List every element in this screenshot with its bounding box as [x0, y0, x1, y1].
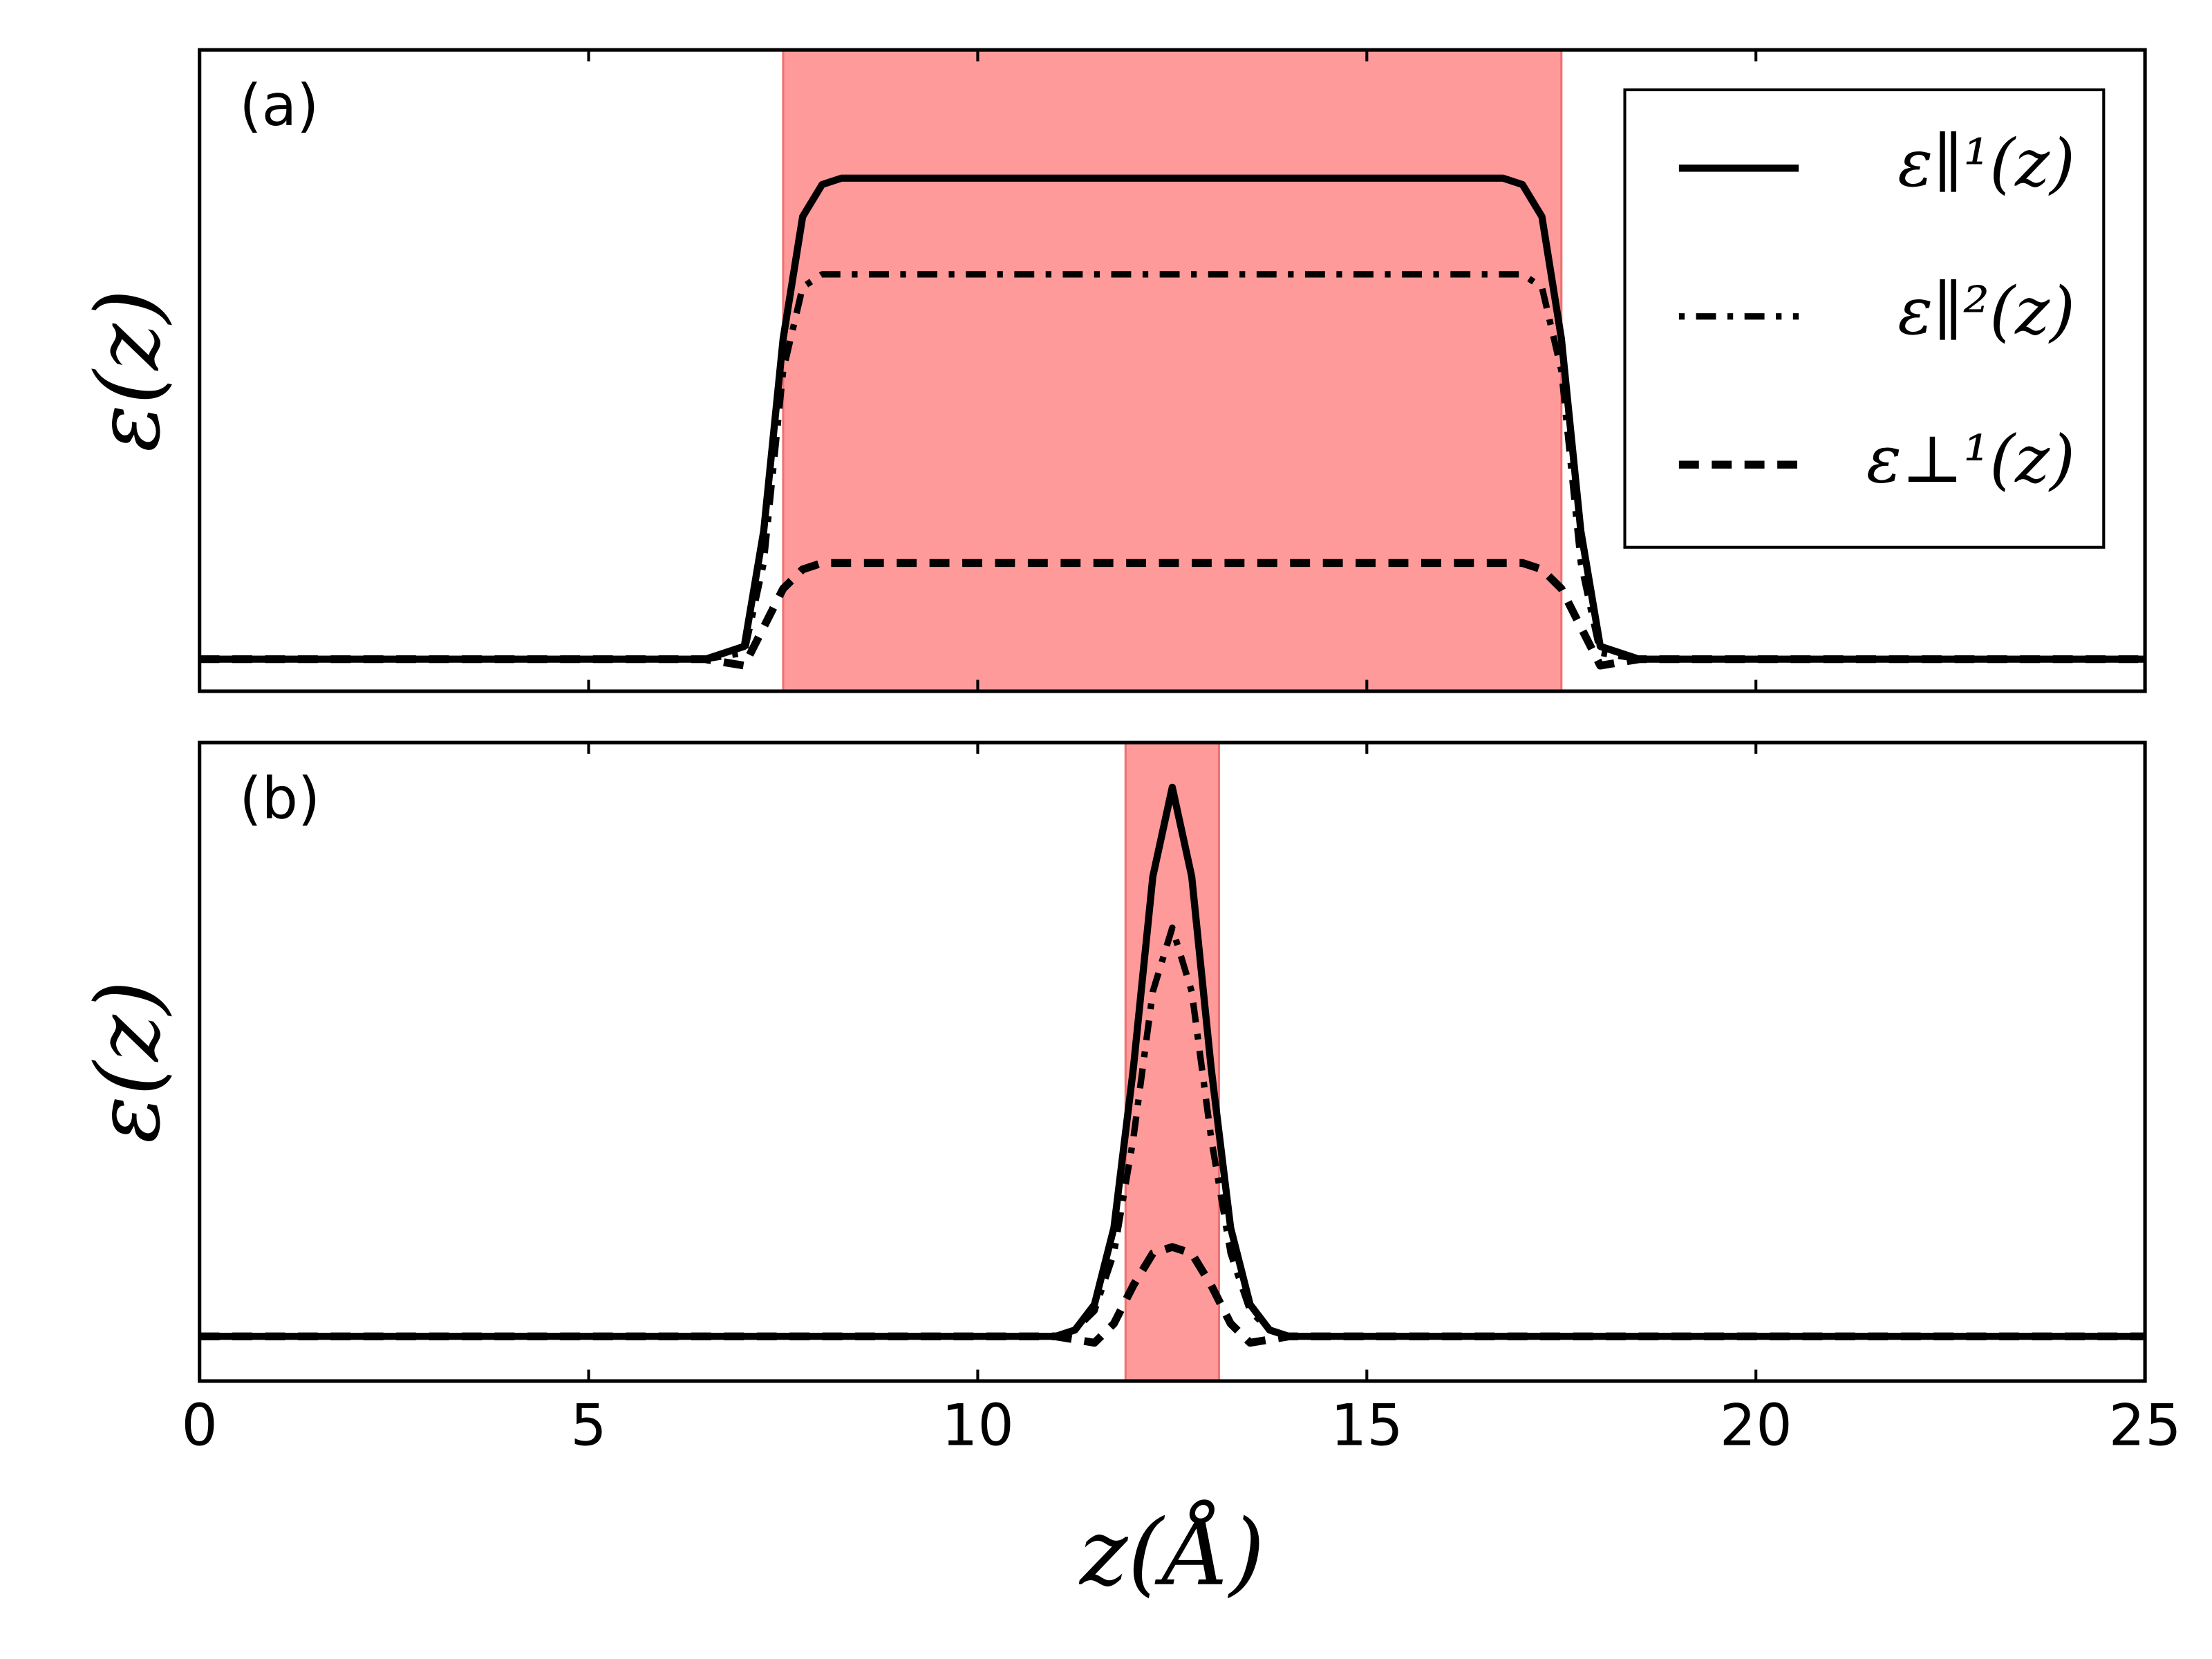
line-series — [199, 924, 2146, 1340]
panel-label: (b) — [239, 765, 320, 832]
line-series — [199, 271, 2146, 663]
line-series — [199, 559, 2146, 670]
shaded-region — [1124, 741, 1220, 1382]
x-tick-label: 10 — [941, 1392, 1014, 1459]
x-tick-label: 5 — [570, 1392, 606, 1459]
y-axis-label: ε(z) — [77, 289, 180, 452]
legend-label: ε∥²(z) — [1897, 274, 2075, 350]
y-axis-label: ε(z) — [77, 980, 180, 1143]
x-tick-label: 20 — [1720, 1392, 1792, 1459]
line-series — [199, 174, 2146, 663]
x-tick-label: 0 — [181, 1392, 217, 1459]
line-series — [199, 1243, 2146, 1347]
legend-label: ε∥¹(z) — [1897, 125, 2075, 201]
x-tick-label: 15 — [1331, 1392, 1403, 1459]
shaded-region — [782, 48, 1563, 693]
x-axis-label: z(Å) — [1078, 1500, 1265, 1606]
x-tick-label: 25 — [2109, 1392, 2182, 1459]
panel-label: (a) — [239, 73, 319, 139]
legend-label: ε⊥¹(z) — [1866, 422, 2075, 498]
plot-frame — [198, 48, 2147, 693]
plot-frame — [198, 740, 2147, 1383]
